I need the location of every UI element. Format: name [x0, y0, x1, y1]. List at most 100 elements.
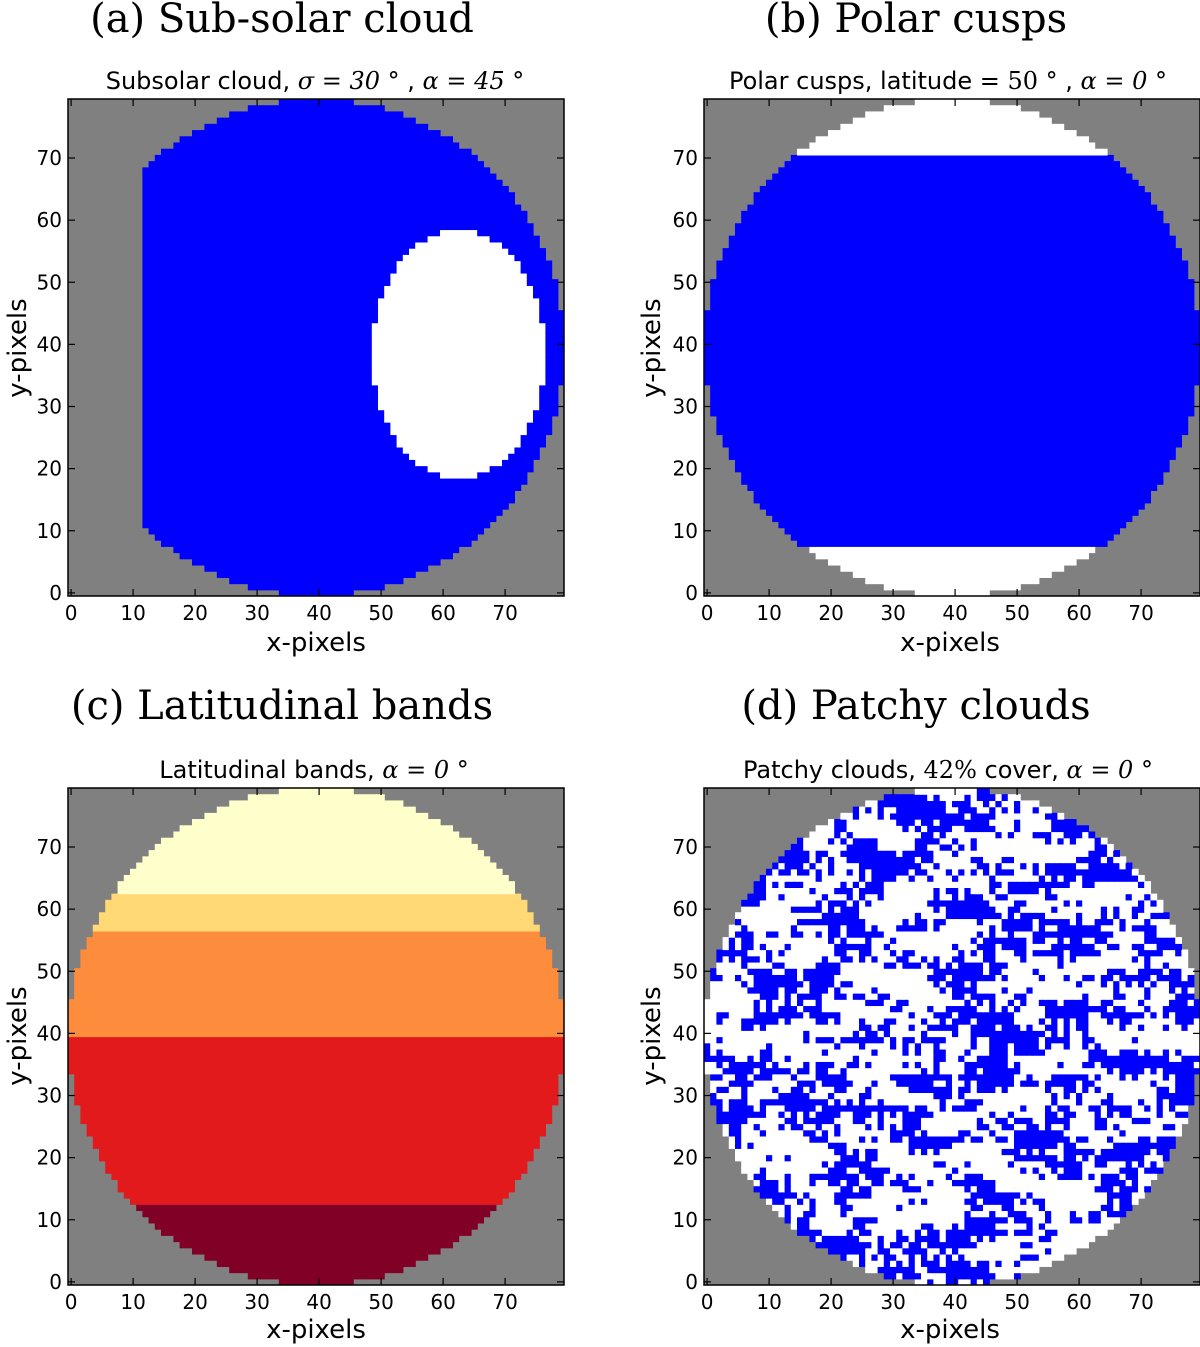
pixel-cell [1063, 887, 1071, 895]
pixel-cell [834, 1104, 841, 1112]
pixel-cell [945, 1086, 953, 1094]
pixel-cell [766, 1104, 773, 1112]
pixel-cell [1150, 1048, 1158, 1056]
pixel-run [371, 366, 546, 373]
pixel-cell [803, 974, 810, 982]
pixel-run [728, 235, 1176, 243]
pixel-cell [1020, 1036, 1027, 1044]
pixel-cell [939, 1247, 947, 1255]
pixel-cell [710, 1098, 717, 1106]
pixel-cell [1001, 1017, 1009, 1025]
pixel-cell [1107, 874, 1114, 882]
pixel-cell [1001, 1079, 1009, 1087]
pixel-cell [914, 993, 922, 1000]
pixel-cell [834, 1142, 841, 1149]
pixel-cell [1175, 1055, 1182, 1062]
pixel-cell [852, 1005, 860, 1013]
pixel-cell [914, 1204, 922, 1212]
pixel-cell [772, 1017, 779, 1025]
pixel-cell [896, 906, 903, 913]
pixel-cell [1026, 1198, 1034, 1205]
pixel-run [378, 310, 540, 318]
pixel-cell [821, 1142, 829, 1149]
pixel-cell [747, 1111, 755, 1118]
pixel-cell [1020, 899, 1027, 907]
pixel-cell [1051, 1111, 1058, 1118]
pixel-cell [1007, 1160, 1015, 1168]
pixel-cell [1014, 999, 1021, 1007]
pixel-cell [859, 1055, 866, 1062]
pixel-cell [852, 1117, 860, 1125]
pixel-cell [735, 1011, 742, 1019]
pixel-cell [964, 1129, 972, 1137]
pixel-run [759, 502, 1145, 510]
pixel-cell [958, 1198, 965, 1205]
pixel-cell [908, 1104, 916, 1112]
pixel-cell [1125, 1173, 1133, 1180]
pixel-cell [821, 1111, 829, 1118]
pixel-cell [896, 930, 903, 938]
pixel-cell [914, 1260, 922, 1267]
pixel-cell [1001, 974, 1009, 982]
pixel-cell [1020, 968, 1027, 975]
pixel-cell [945, 974, 953, 982]
pixel-cell [914, 918, 922, 926]
pixel-cell [865, 993, 872, 1000]
pixel-cell [945, 1142, 953, 1149]
pixel-cell [1088, 993, 1096, 1000]
pixel-cell [747, 993, 755, 1000]
pixel-cell [1082, 1129, 1089, 1137]
pixel-cell [1082, 949, 1089, 957]
pixel-cell [1007, 1166, 1015, 1174]
pixel-cell [995, 1198, 1003, 1205]
pixel-cell [852, 1179, 860, 1187]
pixel-cell [1088, 1073, 1096, 1081]
pixel-cell [1026, 1073, 1034, 1081]
pixel-run [68, 1067, 564, 1075]
pixel-cell [964, 1173, 972, 1180]
pixel-cell [784, 999, 792, 1007]
pixel-cell [741, 1104, 748, 1112]
pixel-cell [939, 1148, 947, 1156]
pixel-cell [933, 1024, 941, 1031]
pixel-run [142, 484, 522, 491]
pixel-cell [1082, 1005, 1089, 1013]
pixel-cell [995, 1266, 1003, 1274]
pixel-cell [1131, 993, 1139, 1000]
pixel-cell [1051, 924, 1058, 932]
pixel-cell [1007, 918, 1015, 926]
pixel-cell [970, 893, 978, 901]
pixel-cell [778, 1055, 786, 1062]
pixel-cell [1088, 1011, 1096, 1019]
pixel-run [142, 279, 391, 286]
pixel-run [545, 378, 564, 386]
pixel-cell [790, 1042, 798, 1050]
pixel-cell [1007, 1216, 1015, 1224]
pixel-cell [784, 937, 792, 944]
pixel-run [142, 434, 398, 442]
pixel-cell [883, 1204, 891, 1212]
pixel-cell [784, 906, 792, 913]
pixel-cell [710, 986, 717, 994]
pixel-cell [865, 1011, 872, 1019]
pixel-cell [1144, 1123, 1151, 1131]
pixel-cell [852, 1042, 860, 1050]
pixel-cell [976, 949, 984, 957]
pixel-cell [1181, 961, 1189, 969]
pixel-cell [921, 1123, 928, 1131]
pixel-cell [1088, 1222, 1096, 1230]
pixel-cell [983, 1086, 990, 1094]
pixel-cell [784, 961, 792, 969]
pixel-cell [908, 1266, 916, 1274]
pixel-cell [1119, 1160, 1127, 1168]
pixel-cell [815, 1117, 823, 1125]
pixel-cell [896, 1198, 903, 1205]
pixel-cell [834, 1173, 841, 1180]
pixel-cell [890, 1055, 897, 1062]
pixel-cell [778, 1092, 786, 1100]
pixel-cell [983, 1260, 990, 1267]
pixel-cell [1094, 1055, 1102, 1062]
pixel-cell [859, 1253, 866, 1261]
pixel-cell [914, 1129, 922, 1137]
pixel-cell [1181, 999, 1189, 1007]
